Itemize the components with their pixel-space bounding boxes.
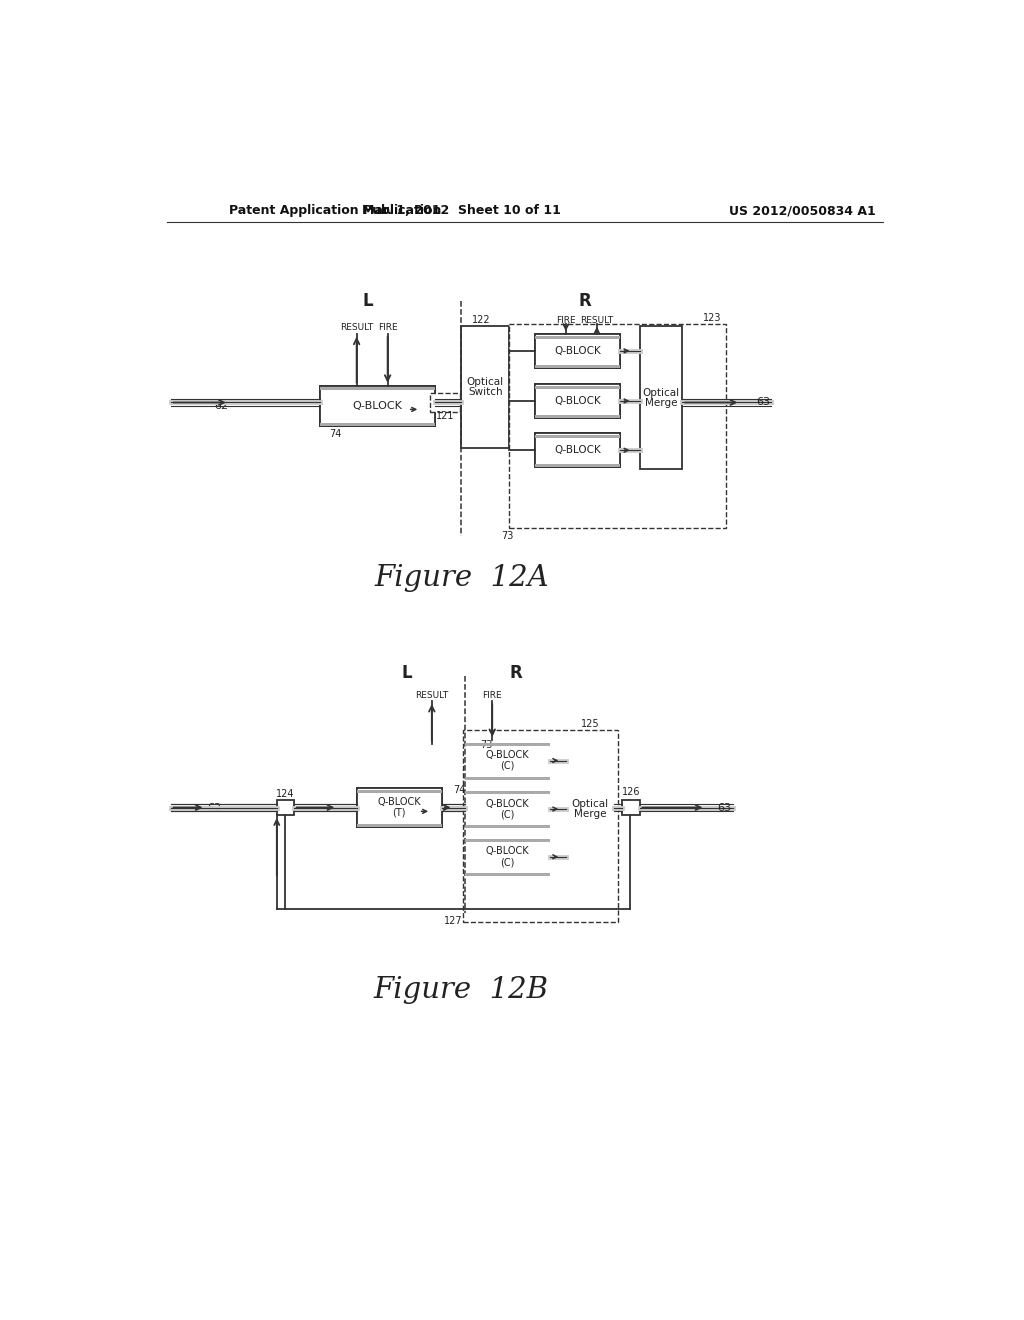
Bar <box>535 334 621 368</box>
Bar <box>566 733 614 886</box>
Text: 74: 74 <box>330 429 342 440</box>
Text: Merge: Merge <box>644 397 677 408</box>
Bar <box>465 776 550 780</box>
Text: Q-BLOCK: Q-BLOCK <box>486 750 529 760</box>
Bar <box>465 873 550 876</box>
Text: FIRE: FIRE <box>556 315 575 325</box>
Text: R: R <box>579 292 592 310</box>
Bar <box>535 433 621 467</box>
Bar <box>321 385 435 425</box>
Text: 123: 123 <box>703 313 722 323</box>
Bar <box>465 825 550 829</box>
Text: Figure  12A: Figure 12A <box>374 564 549 593</box>
Text: Q-BLOCK: Q-BLOCK <box>554 396 601 407</box>
Bar <box>356 788 442 826</box>
Text: L: L <box>401 664 413 681</box>
Text: Figure  12B: Figure 12B <box>374 975 549 1005</box>
Text: 121: 121 <box>436 412 455 421</box>
Bar <box>321 422 435 425</box>
Text: Optical: Optical <box>571 800 608 809</box>
Bar <box>356 824 442 826</box>
Text: Q-BLOCK: Q-BLOCK <box>378 797 421 807</box>
Bar <box>465 838 550 876</box>
Text: Optical: Optical <box>467 378 504 388</box>
Bar <box>321 385 435 425</box>
Bar <box>535 364 621 368</box>
Bar <box>356 788 442 826</box>
Text: R: R <box>509 664 522 681</box>
Text: 125: 125 <box>581 719 599 730</box>
Bar <box>465 742 550 780</box>
Bar <box>535 433 621 467</box>
Text: 73: 73 <box>502 531 514 541</box>
Bar <box>465 792 550 795</box>
Text: 62: 62 <box>214 401 228 412</box>
Text: 62: 62 <box>208 803 222 813</box>
Bar <box>535 384 621 418</box>
Text: L: L <box>362 292 374 310</box>
Bar <box>535 384 621 418</box>
Text: 122: 122 <box>472 315 490 325</box>
Text: RESULT: RESULT <box>581 315 613 325</box>
Bar <box>535 334 621 368</box>
Text: RESULT: RESULT <box>415 692 449 701</box>
Bar <box>535 414 621 418</box>
Text: Q-BLOCK: Q-BLOCK <box>486 846 529 857</box>
Text: Switch: Switch <box>468 388 503 397</box>
Text: (C): (C) <box>501 760 515 771</box>
Text: 126: 126 <box>622 787 640 797</box>
Text: US 2012/0050834 A1: US 2012/0050834 A1 <box>729 205 876 218</box>
Text: 63: 63 <box>757 397 770 408</box>
Bar <box>640 326 682 469</box>
Bar <box>321 387 435 391</box>
Bar <box>461 326 509 447</box>
Bar <box>509 323 726 528</box>
Text: Q-BLOCK: Q-BLOCK <box>486 799 529 809</box>
Text: Mar. 1, 2012  Sheet 10 of 11: Mar. 1, 2012 Sheet 10 of 11 <box>361 205 561 218</box>
Text: FIRE: FIRE <box>378 323 397 333</box>
Bar <box>535 335 621 339</box>
Text: Merge: Merge <box>573 809 606 820</box>
Text: 63: 63 <box>718 803 732 813</box>
Bar <box>465 789 550 829</box>
Text: 73: 73 <box>480 741 493 750</box>
Bar <box>465 838 550 876</box>
Text: Patent Application Publication: Patent Application Publication <box>228 205 441 218</box>
Bar <box>535 434 621 438</box>
Bar <box>623 800 640 816</box>
Text: Q-BLOCK: Q-BLOCK <box>352 400 402 411</box>
Text: Optical: Optical <box>642 388 679 397</box>
Bar <box>276 800 294 816</box>
Text: 124: 124 <box>276 788 295 799</box>
Text: (C): (C) <box>501 857 515 867</box>
Bar <box>535 465 621 467</box>
Text: 74: 74 <box>453 785 465 795</box>
Text: Q-BLOCK: Q-BLOCK <box>554 445 601 455</box>
Bar <box>465 840 550 842</box>
Text: FIRE: FIRE <box>482 692 502 701</box>
Text: (T): (T) <box>392 808 406 818</box>
Bar <box>356 789 442 793</box>
Bar <box>465 789 550 829</box>
Text: Q-BLOCK: Q-BLOCK <box>554 346 601 356</box>
Bar <box>463 730 617 923</box>
Text: (C): (C) <box>501 809 515 820</box>
Text: RESULT: RESULT <box>340 323 374 333</box>
Bar <box>535 385 621 388</box>
Bar <box>465 743 550 746</box>
Text: 127: 127 <box>444 916 463 925</box>
Bar <box>465 742 550 780</box>
Bar <box>430 393 460 412</box>
